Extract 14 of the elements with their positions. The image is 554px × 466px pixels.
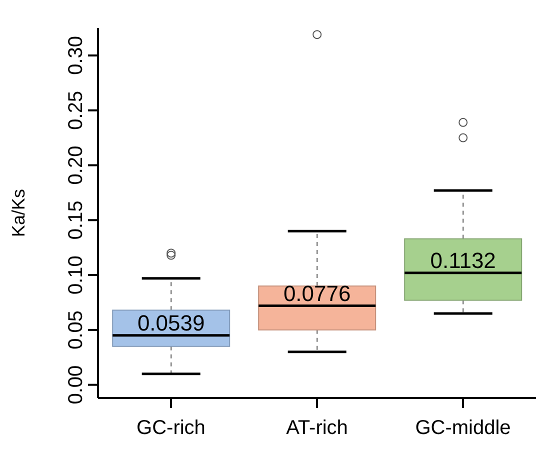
y-tick-label: 0.10 xyxy=(65,256,87,294)
x-tick-label: AT-rich xyxy=(286,417,348,440)
y-tick-label: 0.25 xyxy=(65,90,87,130)
y-axis-title: Ka/Ks xyxy=(8,188,28,238)
y-tick-label: 0.20 xyxy=(65,146,87,185)
x-tick-label: GC-middle xyxy=(415,417,511,440)
annotation: 0.1132 xyxy=(430,248,496,273)
x-tick-label: GC-rich xyxy=(136,417,206,440)
y-tick-label: 0.15 xyxy=(65,200,87,240)
annotation: 0.0776 xyxy=(283,280,351,306)
y-tick-label: 0.05 xyxy=(65,310,87,350)
y-tick-label: 0.30 xyxy=(65,36,87,75)
y-tick-label: 0.00 xyxy=(65,365,87,404)
annotation: 0.0539 xyxy=(137,310,205,336)
